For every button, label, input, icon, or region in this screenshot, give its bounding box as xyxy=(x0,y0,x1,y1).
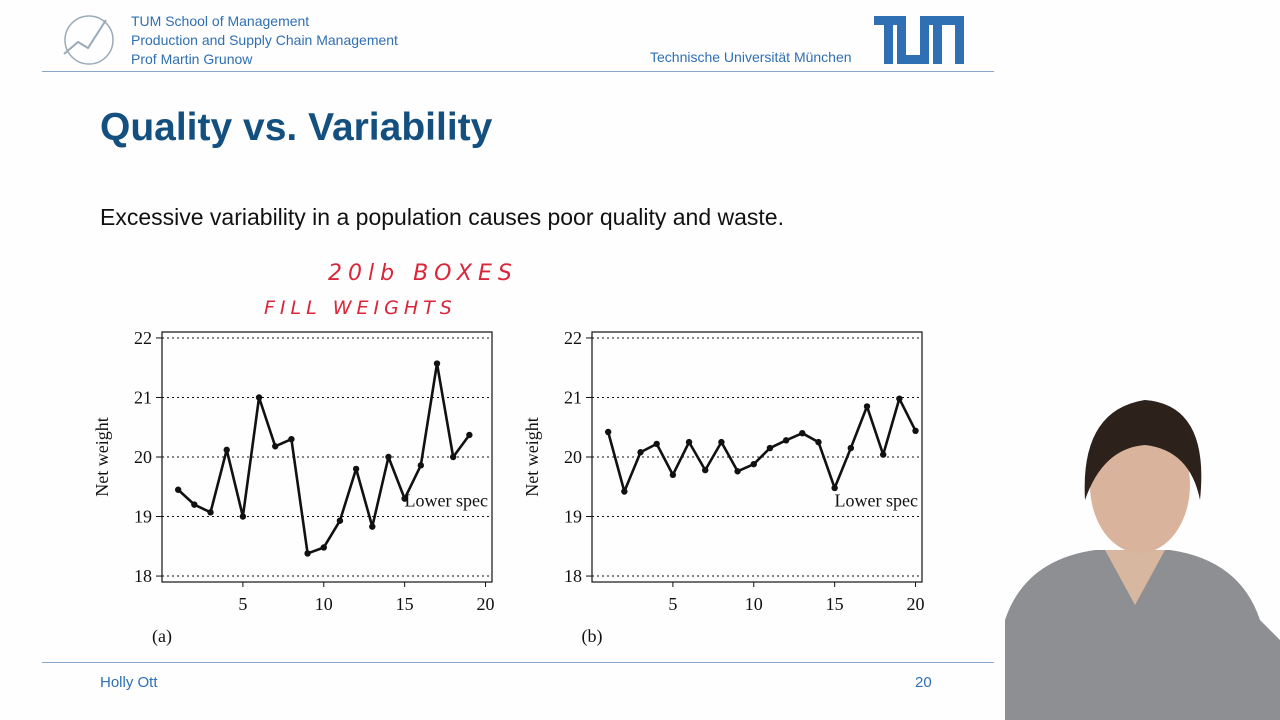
chart-a-data-point xyxy=(385,453,392,461)
chart-b: 18 19 20 21 22 5 10 15 20 Net weight Lower spec (b) xyxy=(520,320,960,660)
chart-b-data-point xyxy=(782,437,790,444)
header-text: TUM School of Management Production and … xyxy=(131,12,398,69)
chart-a-y-tick-label: 22 xyxy=(134,328,152,348)
chart-b-x-tick-label: 10 xyxy=(745,594,763,614)
chart-b-panel-label: (b) xyxy=(582,626,603,647)
chart-a-data-point xyxy=(174,486,182,493)
handwritten-annotation: 20lb BOXES FILL WEIGHTS xyxy=(264,261,518,319)
chart-a-data-point xyxy=(207,509,214,516)
chart-b-data-point xyxy=(734,468,741,475)
chart-b-annotation-lower-spec: Lower spec xyxy=(835,491,918,511)
chart-a-x-tick-label: 5 xyxy=(238,594,247,614)
chart-a-data-point xyxy=(433,360,441,367)
chart-b-svg: 18 19 20 21 22 5 10 15 20 Net weight Lower spec (b) xyxy=(522,328,925,647)
handwriting-line-2: FILL WEIGHTS xyxy=(264,297,457,319)
chart-b-y-tick-label: 22 xyxy=(564,328,582,348)
chart-a-data-point xyxy=(352,465,360,473)
school-logo-icon xyxy=(63,15,114,65)
handwriting-line-1: 20lb BOXES xyxy=(328,261,518,286)
chart-a-data-point xyxy=(401,495,408,502)
chart-a-data-point xyxy=(449,453,457,461)
chart-b-data-point xyxy=(912,427,919,435)
chart-b-data-point xyxy=(863,403,871,410)
chart-a-data-point xyxy=(320,544,327,551)
chart-b-data-point xyxy=(815,438,822,446)
chart-b-data-point xyxy=(669,471,677,479)
footer-divider xyxy=(42,662,994,663)
chart-a-y-tick-label: 21 xyxy=(134,387,152,407)
chart-a-data-point xyxy=(304,550,311,557)
chart-b-data-point xyxy=(685,438,693,446)
chart-b-y-tick-label: 21 xyxy=(564,387,582,407)
chart-a-y-tick-label: 18 xyxy=(134,566,152,586)
chart-b-data-point xyxy=(702,466,709,474)
chart-b-data-point xyxy=(637,449,644,456)
footer-page-number: 20 xyxy=(915,674,932,691)
chart-b-x-tick-label: 15 xyxy=(826,594,844,614)
chart-a-data-point xyxy=(417,462,425,469)
chart-a-data-point xyxy=(239,513,247,520)
chart-b-data-point xyxy=(718,438,725,446)
header-school: TUM School of Management xyxy=(131,13,310,29)
chart-a: 18 19 20 21 22 5 10 15 20 Net weight Lower spec (a) xyxy=(90,320,530,660)
chart-b-y-tick-label: 19 xyxy=(564,507,582,527)
tum-logo-icon xyxy=(874,16,964,64)
presenter-video xyxy=(1005,400,1280,720)
chart-b-series-line xyxy=(606,397,917,493)
chart-b-data-point xyxy=(896,395,903,402)
chart-b-data-point xyxy=(604,428,612,436)
chart-b-data-point xyxy=(621,488,628,495)
slide-body-text: Excessive variability in a population ca… xyxy=(100,204,784,230)
chart-b-y-axis-label: Net weight xyxy=(522,417,542,496)
chart-a-panel-label: (a) xyxy=(152,626,172,647)
chart-a-data-point xyxy=(466,431,473,439)
chart-b-y-tick-label: 18 xyxy=(564,566,582,586)
header-chair: Production and Supply Chain Management xyxy=(131,32,398,48)
chart-a-data-point xyxy=(255,394,263,401)
header-professor: Prof Martin Grunow xyxy=(131,51,253,67)
chart-b-y-tick-label: 20 xyxy=(564,447,582,467)
slide-title: Quality vs. Variability xyxy=(100,106,493,149)
chart-a-x-tick-label: 15 xyxy=(396,594,414,614)
chart-b-data-point xyxy=(653,440,660,448)
chart-a-svg: 18 19 20 21 22 5 10 15 20 Net weight Lower spec (a) xyxy=(92,328,495,647)
chart-b-data-point xyxy=(879,451,887,458)
chart-a-x-tick-label: 20 xyxy=(477,594,495,614)
chart-b-x-tick-label: 5 xyxy=(668,594,677,614)
footer-author: Holly Ott xyxy=(100,674,158,691)
chart-b-x-tick-label: 20 xyxy=(907,594,925,614)
chart-b-data-point xyxy=(847,444,855,452)
chart-a-data-point xyxy=(223,446,230,454)
chart-a-data-point xyxy=(369,523,376,530)
chart-b-data-point xyxy=(766,444,774,452)
chart-b-data-point xyxy=(799,429,806,437)
chart-b-data-point xyxy=(831,484,838,492)
chart-a-y-axis-label: Net weight xyxy=(92,417,112,496)
header-divider xyxy=(42,71,994,72)
chart-a-y-tick-label: 20 xyxy=(134,447,152,467)
chart-a-series-line xyxy=(177,362,471,555)
chart-a-annotation-lower-spec: Lower spec xyxy=(405,491,488,511)
chart-a-data-point xyxy=(336,517,344,524)
chart-a-data-point xyxy=(288,435,295,443)
header-university: Technische Universität München xyxy=(650,49,852,65)
chart-b-data-point xyxy=(750,460,757,468)
chart-a-data-point xyxy=(191,501,198,508)
chart-a-data-point xyxy=(272,443,279,450)
chart-a-y-tick-label: 19 xyxy=(134,507,152,527)
chart-a-x-tick-label: 10 xyxy=(315,594,333,614)
